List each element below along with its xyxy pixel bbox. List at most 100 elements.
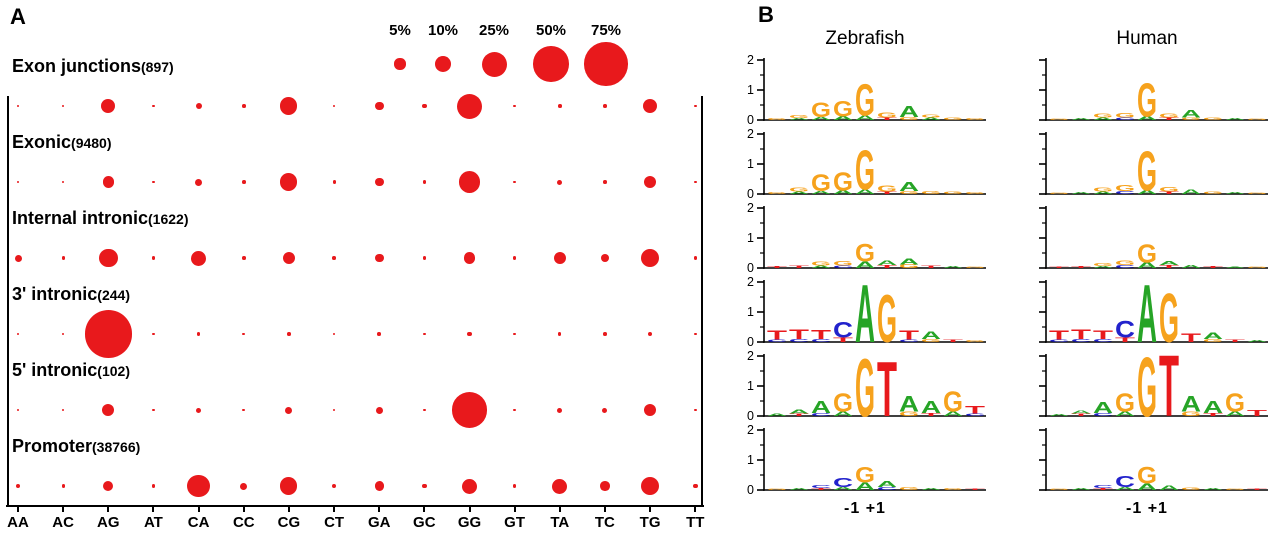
y-tick-label-1: 1	[747, 231, 754, 245]
x-tick-CC	[242, 505, 245, 512]
bubble-3-intronic-TT	[693, 332, 697, 336]
logo-letter-A: A	[1071, 410, 1092, 415]
logo-letter-G: G	[899, 486, 919, 491]
logo-letter-A: A	[1071, 488, 1091, 491]
logo-letter-T: T	[789, 413, 810, 417]
x-tick-GG	[468, 505, 471, 512]
row-label-5-intronic: 5' intronic(102)	[12, 360, 130, 381]
logo-letter-T: T	[1247, 488, 1268, 490]
logo-letter-A: A	[1071, 118, 1091, 121]
logo-letter-A: A	[943, 266, 963, 269]
logo-letter-T: T	[877, 350, 897, 424]
logo-letter-G: G	[1137, 73, 1157, 126]
logo-letter-A: A	[1137, 482, 1157, 492]
logo-letter-G: G	[1137, 140, 1157, 202]
logo-letter-A: A	[1137, 261, 1157, 270]
bubble-promoter-TC	[600, 481, 610, 491]
bubble-exon-junctions-TC	[603, 104, 607, 108]
bubble-3-intronic-AA	[16, 332, 20, 336]
bubble-exon-junctions-TA	[558, 104, 562, 108]
bubble-3-intronic-CG	[287, 332, 291, 336]
logo-letter-A: A	[811, 190, 832, 195]
bubble-promoter-TT	[693, 483, 698, 489]
row-label-exonic: Exonic(9480)	[12, 132, 112, 153]
logo-letter-T: T	[965, 404, 985, 416]
col-label-TT: TT	[686, 514, 705, 531]
logo-letter-G: G	[1203, 338, 1223, 343]
logo-letter-A: A	[943, 411, 963, 418]
logo-letter-G: G	[833, 260, 853, 267]
logo-letter-A: A	[921, 397, 942, 416]
logo-letter-A: A	[921, 487, 941, 490]
bubble-internal-intronic-TC	[601, 254, 609, 262]
logo-letter-A: A	[1093, 399, 1113, 416]
bubble-exon-junctions-AC	[61, 104, 65, 108]
bubble-exonic-GG	[458, 171, 481, 193]
logo-letter-G: G	[1137, 239, 1157, 268]
bubble-exonic-AG	[102, 176, 114, 188]
logo-letter-G: G	[789, 114, 809, 119]
col-label-AT: AT	[143, 514, 163, 531]
row-count: (897)	[141, 59, 174, 75]
human-title: Human	[1116, 28, 1178, 49]
bubble-exonic-AA	[16, 180, 20, 184]
bubble-promoter-TA	[552, 478, 568, 494]
logo-letter-T: T	[1093, 328, 1113, 342]
x-tick-AC	[62, 505, 65, 512]
col-label-CA: CA	[187, 514, 210, 531]
logo-letter-C: C	[1093, 485, 1114, 490]
y-tick-label-1: 1	[747, 453, 754, 467]
logo-letter-A: A	[1159, 485, 1179, 492]
logo-letter-G: G	[965, 266, 985, 268]
logo-letter-T: T	[1071, 326, 1092, 342]
logo-letter-T: T	[1049, 328, 1070, 343]
bubble-exonic-GA	[374, 177, 384, 187]
bubble-3-intronic-GA	[377, 332, 381, 336]
logo-letter-T: T	[1225, 339, 1246, 343]
logo-letter-G: G	[833, 167, 853, 196]
y-tick-label-2: 2	[747, 276, 754, 289]
col-label-AG: AG	[97, 514, 120, 531]
bubble-exon-junctions-CC	[242, 104, 246, 108]
logo-letter-A: A	[1181, 189, 1201, 196]
bubble-5-intronic-CC	[242, 408, 246, 412]
human-logo-svg-6: G A TC AC AG A G A G T	[1039, 428, 1268, 492]
logo-letter-G: G	[1115, 112, 1135, 119]
logo-letter-G: G	[833, 388, 853, 417]
legend-bubble-75%	[584, 42, 628, 86]
y-tick-label-2: 2	[747, 202, 754, 215]
logo-letter-G: G	[1049, 488, 1069, 490]
bubble-5-intronic-TC	[602, 407, 608, 413]
logo-letter-G: G	[1181, 117, 1201, 121]
logo-letter-T: T	[921, 412, 941, 417]
logo-letter-G: G	[1159, 279, 1179, 350]
logo-letter-G: G	[1115, 184, 1135, 194]
logo-letter-T: T	[1159, 264, 1179, 269]
y-tick-label-0: 0	[747, 409, 754, 423]
bubble-5-intronic-CT	[332, 408, 336, 412]
logo-letter-G: G	[965, 118, 985, 121]
bubble-promoter-GC	[422, 483, 427, 489]
logo-letter-G: G	[921, 190, 941, 195]
x-tick-GT	[513, 505, 516, 512]
logo-letter-T: T	[767, 328, 788, 343]
y-tick-label-0: 0	[747, 483, 754, 497]
logo-letter-A: A	[789, 409, 810, 415]
logo-letter-G: G	[1049, 192, 1069, 194]
logo-letter-C: C	[877, 486, 898, 491]
logo-letter-A: A	[1203, 488, 1223, 491]
bottom-axis-line	[6, 505, 704, 507]
logo-letter-G: G	[1181, 487, 1201, 491]
logo-letter-A: A	[789, 117, 809, 120]
bubble-5-intronic-GA	[375, 406, 383, 414]
logo-letter-G: G	[1159, 186, 1179, 193]
logo-letter-G: G	[767, 117, 787, 120]
row-label-text: 5' intronic	[12, 360, 98, 380]
logo-letter-A: A	[855, 115, 875, 122]
bubble-3-intronic-GT	[513, 332, 516, 336]
bubble-exonic-AT	[152, 180, 155, 184]
bubble-internal-intronic-GC	[422, 256, 427, 260]
